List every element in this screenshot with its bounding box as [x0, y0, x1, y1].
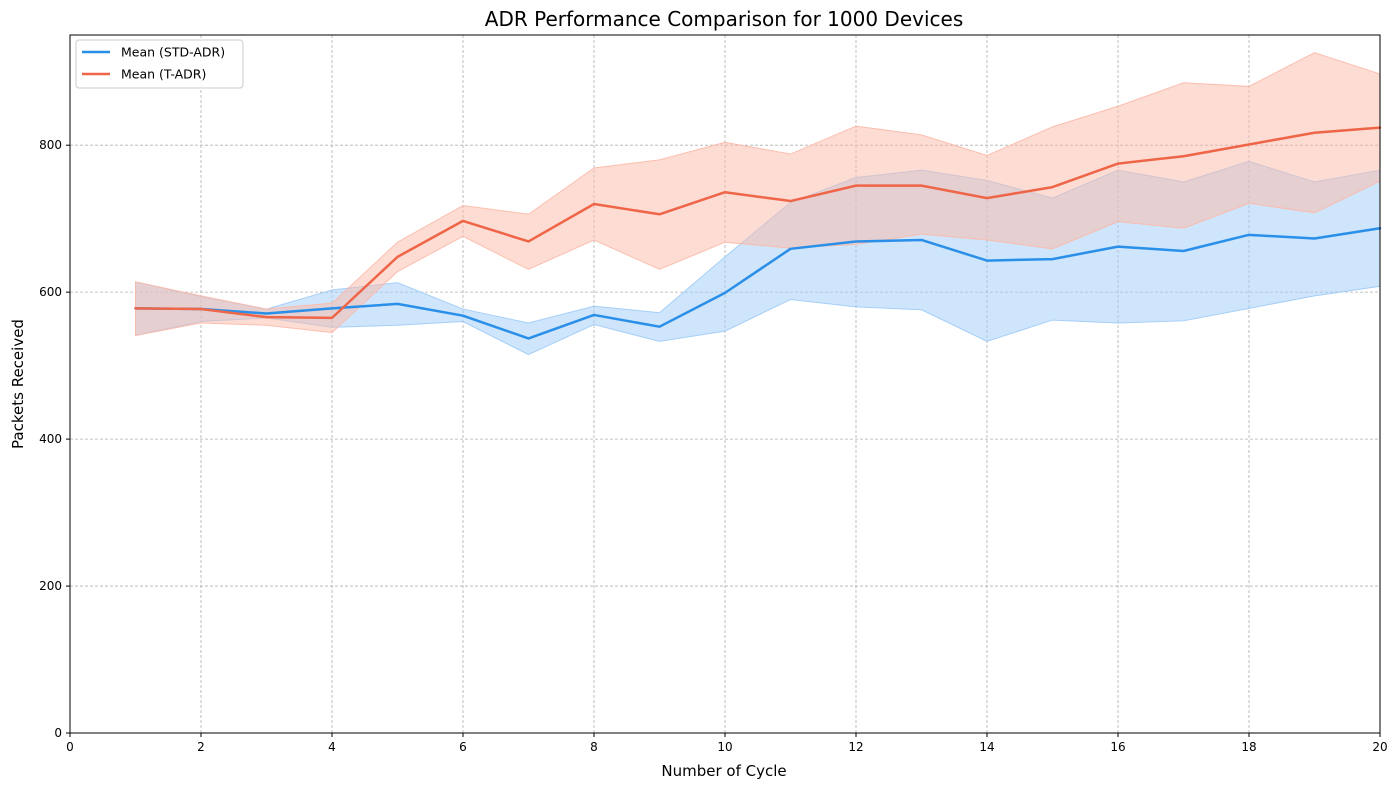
legend: Mean (STD-ADR) Mean (T-ADR)	[75, 39, 244, 89]
y-tick-label: 0	[54, 726, 62, 740]
x-tick-label: 20	[1372, 740, 1387, 754]
x-tick-label: 6	[459, 740, 467, 754]
x-tick-label: 4	[328, 740, 336, 754]
chart-title: ADR Performance Comparison for 1000 Devi…	[485, 7, 963, 31]
x-tick-label: 16	[1110, 740, 1125, 754]
y-tick-label: 800	[39, 138, 62, 152]
x-tick-label: 14	[979, 740, 994, 754]
series-lines	[134, 126, 1382, 340]
y-tick-label: 200	[39, 579, 62, 593]
y-axis-title: Packets Received	[9, 319, 27, 449]
x-axis-title: Number of Cycle	[661, 762, 786, 780]
legend-box	[75, 39, 244, 89]
y-axis-ticks: 0 200 400 600 800	[39, 138, 70, 740]
x-tick-label: 8	[590, 740, 598, 754]
legend-label-std-adr: Mean (STD-ADR)	[121, 45, 225, 60]
legend-label-t-adr: Mean (T-ADR)	[121, 67, 206, 82]
x-tick-label: 12	[848, 740, 863, 754]
x-tick-label: 10	[717, 740, 732, 754]
line-mean-t-adr	[134, 126, 1382, 320]
y-tick-label: 600	[39, 285, 62, 299]
y-tick-label: 400	[39, 432, 62, 446]
x-axis-ticks: 0 2 4 6 8 10 12 14 16 18 20	[66, 733, 1388, 754]
x-tick-label: 18	[1241, 740, 1256, 754]
x-tick-label: 2	[197, 740, 205, 754]
x-tick-label: 0	[66, 740, 74, 754]
